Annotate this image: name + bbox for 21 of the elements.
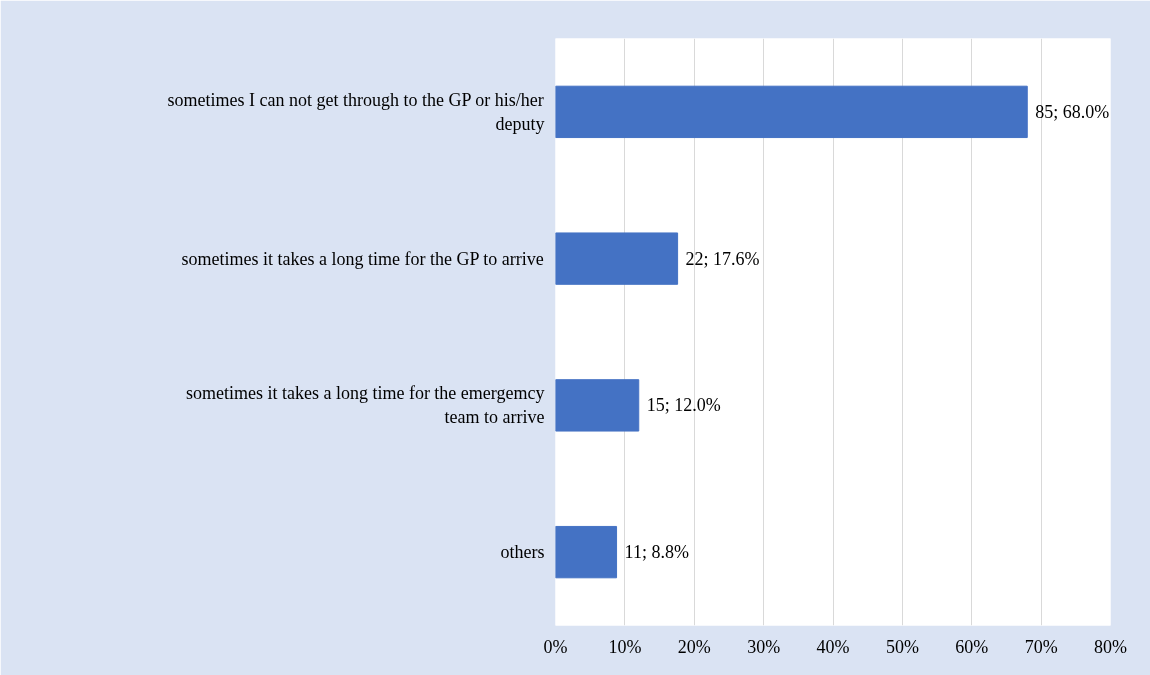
- y-tick-label: sometimes I can not get through to the GP or his/her deputy: [167, 89, 545, 134]
- x-tick-label: 20%: [677, 636, 711, 657]
- x-tick-label: 60%: [955, 636, 989, 657]
- y-tick-label: sometimes it takes a long time for the emergemcy team to arrive: [185, 383, 545, 428]
- x-tick-label: 70%: [1024, 636, 1058, 657]
- y-tick-label: sometimes it takes a long time for the GP to arrive: [181, 248, 544, 269]
- data-label: 15; 12.0%: [646, 395, 721, 416]
- bar: [555, 379, 640, 432]
- x-tick-label: 50%: [885, 636, 919, 657]
- y-tick-label: others: [500, 542, 545, 563]
- x-tick-label: 80%: [1094, 636, 1127, 657]
- x-tick-label: 30%: [747, 636, 781, 657]
- x-tick-label: 10%: [608, 636, 642, 657]
- bar: [555, 525, 618, 579]
- x-tick-label: 0%: [543, 636, 568, 657]
- data-label: 85; 68.0%: [1035, 101, 1110, 122]
- x-tick-label: 40%: [816, 636, 850, 657]
- bar: [555, 85, 1028, 139]
- data-label: 22; 17.6%: [685, 248, 760, 269]
- bar: [555, 232, 679, 285]
- data-label: 11; 8.8%: [624, 542, 689, 563]
